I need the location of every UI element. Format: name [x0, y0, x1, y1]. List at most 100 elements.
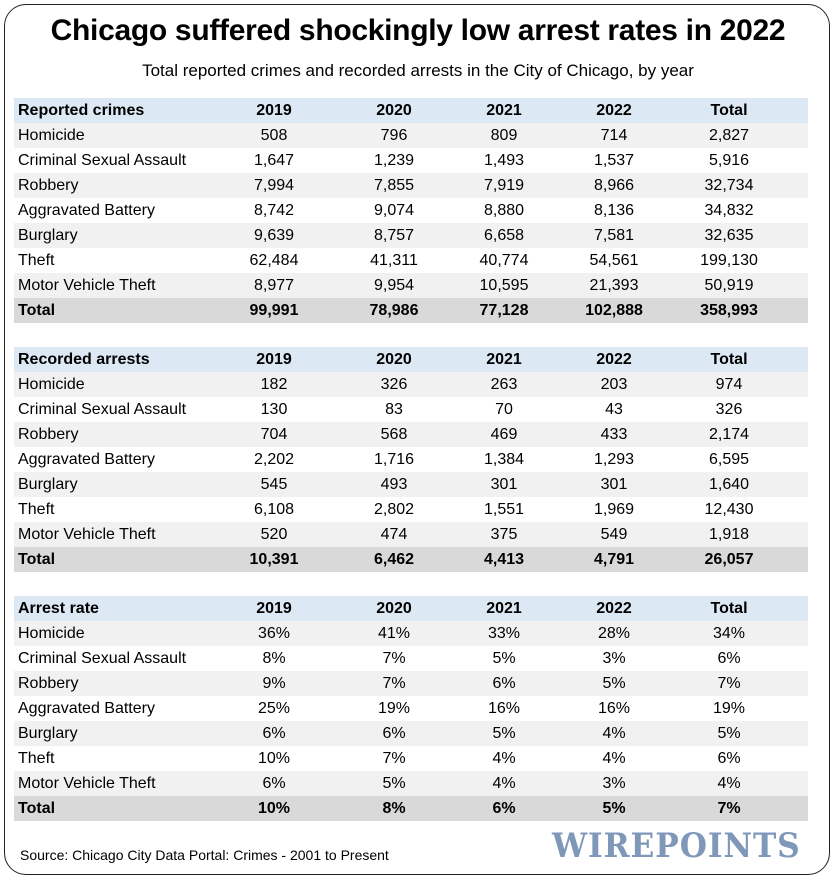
- cell-value: 33%: [487, 624, 521, 642]
- cell-value: 7%: [717, 799, 741, 817]
- cell-value: 1,969: [593, 500, 635, 518]
- cell-value: 5,916: [708, 151, 750, 169]
- total-row: Total 10,391 6,462 4,413 4,791 26,057: [14, 547, 808, 572]
- cell-value: 5%: [382, 774, 406, 792]
- cell-value: 3%: [602, 649, 626, 667]
- cell-value: 54,561: [589, 251, 639, 269]
- cell-value: 7%: [382, 674, 406, 692]
- column-header: Total: [710, 599, 748, 617]
- cell-value: 5%: [602, 799, 626, 817]
- table-row: Motor Vehicle Theft 6% 5% 4% 3% 4%: [14, 771, 808, 796]
- column-header: 2020: [376, 599, 412, 617]
- cell-value: 8,966: [593, 176, 635, 194]
- row-label: Aggravated Battery: [18, 450, 155, 468]
- cell-value: 7%: [382, 649, 406, 667]
- cell-value: 7%: [382, 749, 406, 767]
- row-label: Burglary: [18, 724, 78, 742]
- cell-value: 4%: [602, 749, 626, 767]
- table-header-label: Arrest rate: [18, 599, 99, 617]
- cell-value: 2,174: [708, 425, 750, 443]
- table-row: Homicide 508 796 809 714 2,827: [14, 123, 808, 148]
- cell-value: 36%: [257, 624, 291, 642]
- cell-value: 8,742: [253, 201, 295, 219]
- table-header-row: Recorded arrests 2019 2020 2021 2022 Total: [14, 347, 808, 372]
- cell-value: 6%: [717, 649, 741, 667]
- cell-value: 78,986: [369, 301, 419, 319]
- table-row: Criminal Sexual Assault 8% 7% 5% 3% 6%: [14, 646, 808, 671]
- cell-value: 6,595: [708, 450, 750, 468]
- cell-value: 796: [380, 126, 408, 144]
- cell-value: 301: [600, 475, 628, 493]
- table-row: Criminal Sexual Assault 1,647 1,239 1,493 1,…: [14, 148, 808, 173]
- table-row: Burglary 9,639 8,757 6,658 7,581 32,635: [14, 223, 808, 248]
- cell-value: 8%: [382, 799, 406, 817]
- table-row: Burglary 6% 6% 5% 4% 5%: [14, 721, 808, 746]
- column-header: 2022: [596, 599, 632, 617]
- table-row: Aggravated Battery 25% 19% 16% 16% 19%: [14, 696, 808, 721]
- cell-value: 28%: [597, 624, 631, 642]
- cell-value: 375: [490, 525, 518, 543]
- cell-value: 7,994: [253, 176, 295, 194]
- cell-value: 326: [380, 375, 408, 393]
- row-label: Theft: [18, 500, 55, 518]
- row-label: Aggravated Battery: [18, 699, 155, 717]
- column-header: 2019: [256, 350, 292, 368]
- table-row: Aggravated Battery 2,202 1,716 1,384 1,293 6,…: [14, 447, 808, 472]
- column-header: 2021: [486, 101, 522, 119]
- cell-value: 1,293: [593, 450, 635, 468]
- cell-value: 1,551: [483, 500, 525, 518]
- cell-value: 9,074: [373, 201, 415, 219]
- row-label: Motor Vehicle Theft: [18, 525, 156, 543]
- cell-value: 50,919: [704, 276, 754, 294]
- cell-value: 7,855: [373, 176, 415, 194]
- column-header: 2021: [486, 350, 522, 368]
- row-label: Total: [18, 799, 56, 817]
- cell-value: 102,888: [585, 301, 643, 319]
- table-row: Theft 10% 7% 4% 4% 6%: [14, 746, 808, 771]
- total-row: Total 99,991 78,986 77,128 102,888 358,993: [14, 298, 808, 323]
- cell-value: 6%: [492, 799, 516, 817]
- cell-value: 5%: [492, 724, 516, 742]
- cell-value: 130: [260, 400, 288, 418]
- row-label: Total: [18, 550, 56, 568]
- cell-value: 10%: [257, 799, 291, 817]
- cell-value: 4%: [492, 749, 516, 767]
- cell-value: 4%: [602, 724, 626, 742]
- cell-value: 8,136: [593, 201, 635, 219]
- cell-value: 5%: [717, 724, 741, 742]
- cell-value: 19%: [377, 699, 411, 717]
- cell-value: 974: [715, 375, 743, 393]
- table-row: Motor Vehicle Theft 8,977 9,954 10,595 21,39…: [14, 273, 808, 298]
- cell-value: 1,493: [483, 151, 525, 169]
- column-header: 2020: [376, 350, 412, 368]
- cell-value: 9,954: [373, 276, 415, 294]
- cell-value: 714: [600, 126, 628, 144]
- row-label: Robbery: [18, 176, 79, 194]
- cell-value: 62,484: [249, 251, 299, 269]
- chart-subtitle: Total reported crimes and recorded arres…: [142, 61, 694, 80]
- cell-value: 99,991: [249, 301, 299, 319]
- row-label: Burglary: [18, 226, 78, 244]
- chart-title: Chicago suffered shockingly low arrest r…: [50, 14, 786, 47]
- cell-value: 6%: [382, 724, 406, 742]
- row-label: Homicide: [18, 624, 85, 642]
- row-label: Theft: [18, 251, 55, 269]
- cell-value: 1,640: [708, 475, 750, 493]
- row-label: Motor Vehicle Theft: [18, 774, 156, 792]
- cell-value: 9%: [262, 674, 286, 692]
- column-header: Total: [710, 350, 748, 368]
- cell-value: 41%: [377, 624, 411, 642]
- cell-value: 182: [260, 375, 288, 393]
- table-row: Homicide 36% 41% 33% 28% 34%: [14, 621, 808, 646]
- cell-value: 508: [260, 126, 288, 144]
- cell-value: 21,393: [589, 276, 639, 294]
- cell-value: 10%: [257, 749, 291, 767]
- total-row: Total 10% 8% 6% 5% 7%: [14, 796, 808, 821]
- cell-value: 358,993: [700, 301, 758, 319]
- recorded-arrests-table: Recorded arrests 2019 2020 2021 2022 Total Hom…: [14, 347, 808, 572]
- cell-value: 77,128: [479, 301, 529, 319]
- cell-value: 809: [490, 126, 518, 144]
- row-label: Robbery: [18, 674, 79, 692]
- cell-value: 5%: [602, 674, 626, 692]
- cell-value: 83: [385, 400, 403, 418]
